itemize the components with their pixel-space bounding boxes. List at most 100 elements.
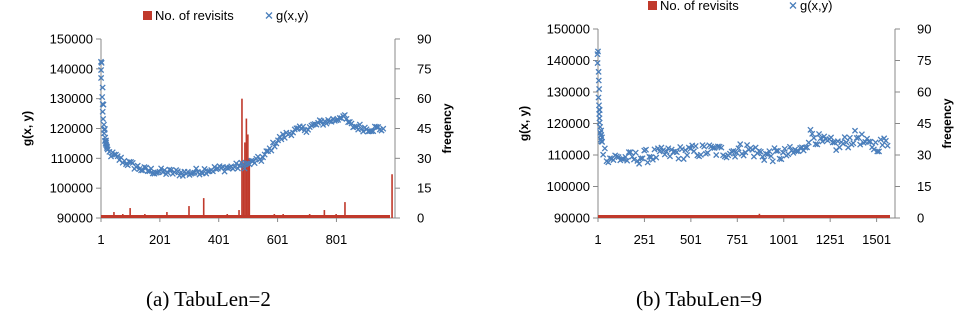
g-point — [99, 108, 106, 115]
g-point — [345, 119, 352, 126]
g-point — [781, 145, 788, 152]
y-right-tick-label: 60 — [417, 91, 431, 106]
g-point — [841, 134, 848, 141]
g-point — [99, 94, 106, 101]
x-tick-label: 751 — [726, 232, 748, 247]
y-right-axis-title: freqency — [440, 103, 454, 153]
g-point — [814, 141, 821, 148]
g-point — [809, 130, 816, 137]
g-point — [644, 159, 651, 166]
g-point — [713, 151, 720, 159]
y-left-tick-label: 100000 — [50, 181, 93, 196]
g-point — [601, 145, 608, 152]
g-point — [658, 144, 665, 151]
g-point — [98, 66, 105, 74]
g-point — [735, 145, 742, 152]
g-point — [701, 143, 708, 150]
g-point — [336, 114, 343, 122]
legend-bar-label: No. of revisits — [155, 8, 234, 23]
y-left-tick-label: 90000 — [554, 211, 590, 226]
g-point — [774, 147, 781, 154]
g-point — [625, 149, 632, 156]
g-point — [615, 154, 622, 161]
g-point — [288, 132, 295, 139]
g-point — [148, 165, 155, 172]
g-point — [358, 125, 365, 132]
g-point — [258, 157, 265, 165]
g-point — [764, 151, 771, 158]
g-point — [236, 162, 243, 169]
g-point — [368, 128, 375, 135]
g-point — [790, 149, 797, 156]
g-point — [326, 118, 333, 125]
g-point — [812, 141, 819, 148]
g-point — [831, 139, 838, 146]
g-point — [630, 156, 638, 163]
g-point — [111, 151, 118, 158]
g-point — [882, 137, 889, 144]
g-point — [100, 115, 107, 123]
revisit-bar — [391, 174, 393, 218]
g-point — [740, 152, 747, 159]
g-point — [711, 144, 718, 151]
revisit-bar — [323, 210, 326, 218]
g-point — [320, 121, 327, 128]
y-right-tick-label: 30 — [417, 151, 431, 166]
g-point — [802, 144, 809, 151]
g-point — [627, 149, 634, 156]
x-tick-label: 1 — [97, 232, 104, 247]
y-left-tick-label: 120000 — [50, 121, 93, 136]
g-point — [636, 160, 643, 167]
y-left-tick-label: 100000 — [547, 179, 590, 194]
g-point — [675, 155, 682, 162]
legend-scatter-label: g(x,y) — [276, 8, 309, 23]
g-point — [254, 153, 262, 160]
revisit-bar — [247, 134, 249, 218]
revisit-bar — [241, 98, 243, 218]
g-point — [653, 154, 660, 161]
y-left-tick-label: 120000 — [547, 116, 590, 131]
g-point — [595, 77, 602, 84]
g-point — [817, 135, 824, 142]
g-point — [259, 154, 267, 161]
g-point — [829, 139, 836, 146]
g-point — [651, 146, 658, 153]
g-point — [663, 148, 670, 155]
y-right-axis-title: freqency — [940, 98, 954, 148]
revisit-bar — [248, 158, 251, 218]
g-point — [661, 151, 668, 158]
g-point — [827, 134, 835, 141]
g-point — [649, 156, 656, 163]
g-point — [204, 168, 211, 175]
g-point — [594, 51, 601, 58]
y-right-tick-label: 90 — [417, 32, 431, 47]
g-point — [99, 84, 106, 91]
legend-scatter-label: g(x,y) — [800, 0, 833, 13]
g-point — [853, 134, 860, 142]
g-point — [704, 149, 711, 156]
revisit-bar — [238, 210, 240, 218]
g-point — [624, 157, 631, 164]
g-point — [850, 140, 857, 147]
g-point — [757, 148, 764, 155]
g-point — [867, 138, 874, 145]
g-point — [732, 153, 739, 160]
g-point — [786, 143, 793, 150]
g-point — [101, 130, 108, 137]
g-point — [846, 134, 853, 141]
g-point — [595, 94, 602, 101]
g-point — [877, 136, 884, 143]
g-point — [872, 139, 879, 146]
y-left-tick-label: 90000 — [57, 211, 93, 226]
g-point — [632, 149, 639, 156]
legend-scatter-marker — [789, 2, 797, 9]
g-point — [665, 145, 672, 152]
g-point — [749, 146, 756, 153]
g-point — [98, 59, 105, 66]
y-right-tick-label: 90 — [917, 22, 931, 37]
y-right-tick-label: 75 — [917, 53, 931, 68]
y-right-tick-label: 15 — [917, 179, 931, 194]
y-left-axis-title: g(x, y) — [517, 106, 531, 141]
